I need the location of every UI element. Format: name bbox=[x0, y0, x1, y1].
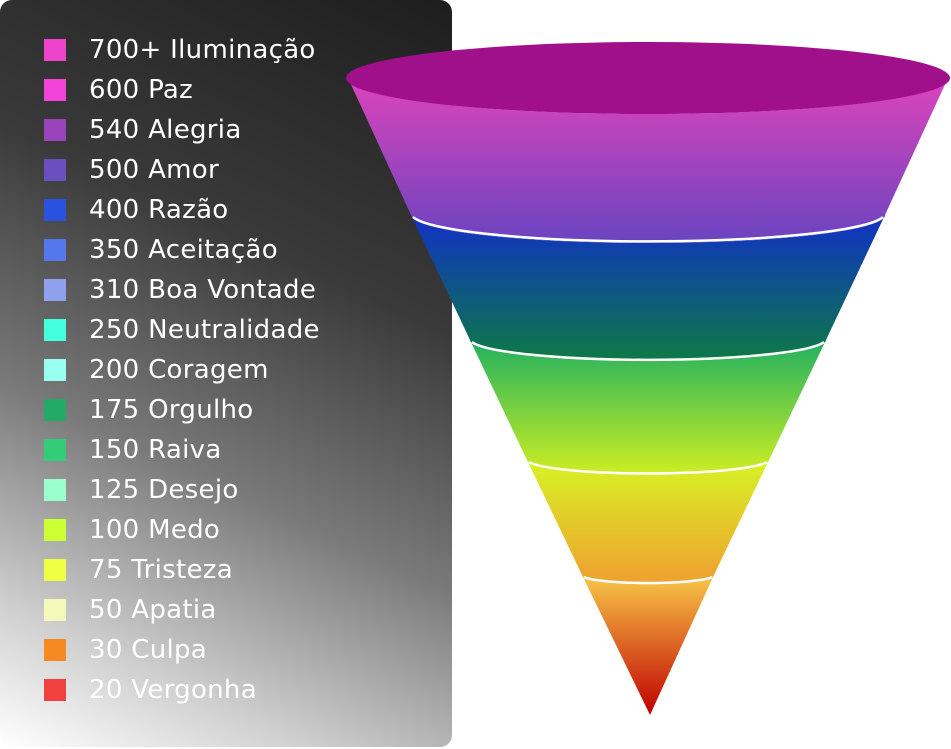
legend-item: 175 Orgulho bbox=[44, 390, 253, 430]
funnel-top bbox=[346, 42, 950, 114]
funnel-band bbox=[527, 460, 769, 583]
legend-swatch bbox=[44, 319, 66, 341]
legend-item: 125 Desejo bbox=[44, 470, 239, 510]
legend-swatch bbox=[44, 159, 66, 181]
legend-item: 200 Coragem bbox=[44, 350, 269, 390]
legend-item: 310 Boa Vontade bbox=[44, 270, 316, 310]
legend-label: 500 Amor bbox=[89, 155, 220, 185]
legend-label: 600 Paz bbox=[89, 75, 194, 105]
legend-swatch bbox=[44, 79, 66, 101]
legend-label: 20 Vergonha bbox=[89, 675, 257, 705]
legend-item: 150 Raiva bbox=[44, 430, 222, 470]
legend-label: 200 Coragem bbox=[89, 355, 269, 385]
legend-label: 125 Desejo bbox=[89, 475, 239, 505]
legend-label: 350 Aceitação bbox=[89, 235, 278, 265]
legend-item: 700+ Iluminação bbox=[44, 30, 316, 70]
funnel-rim bbox=[471, 341, 825, 362]
legend-label: 75 Tristeza bbox=[89, 555, 233, 585]
legend-swatch bbox=[44, 679, 66, 701]
legend-label: 540 Alegria bbox=[89, 115, 242, 145]
legend-item: 20 Vergonha bbox=[44, 670, 257, 710]
legend-swatch bbox=[44, 199, 66, 221]
legend-label: 310 Boa Vontade bbox=[89, 275, 317, 305]
legend-item: 30 Culpa bbox=[44, 630, 207, 670]
legend-swatch bbox=[44, 119, 66, 141]
legend-label: 50 Apatia bbox=[89, 595, 217, 625]
funnel-band bbox=[411, 215, 885, 361]
legend-item: 350 Aceitação bbox=[44, 230, 278, 270]
funnel-band bbox=[348, 78, 948, 243]
funnel-rim bbox=[583, 575, 713, 585]
legend-swatch bbox=[44, 639, 66, 661]
legend-item: 500 Amor bbox=[44, 150, 219, 190]
legend-swatch bbox=[44, 559, 66, 581]
legend-swatch bbox=[44, 599, 66, 621]
legend-item: 400 Razão bbox=[44, 190, 229, 230]
legend-swatch bbox=[44, 399, 66, 421]
legend-item: 600 Paz bbox=[44, 70, 193, 110]
legend-label: 150 Raiva bbox=[89, 435, 222, 465]
legend-swatch bbox=[44, 279, 66, 301]
legend-item: 250 Neutralidade bbox=[44, 310, 320, 350]
legend-swatch bbox=[44, 479, 66, 501]
legend-swatch bbox=[44, 439, 66, 461]
legend-label: 250 Neutralidade bbox=[89, 315, 320, 345]
legend-swatch bbox=[44, 39, 66, 61]
legend-item: 540 Alegria bbox=[44, 110, 242, 150]
legend-swatch bbox=[44, 239, 66, 261]
funnel-band bbox=[470, 340, 826, 474]
legend-label: 175 Orgulho bbox=[89, 395, 254, 425]
funnel-band bbox=[582, 575, 714, 715]
legend-label: 30 Culpa bbox=[89, 635, 208, 665]
legend-label: 100 Medo bbox=[89, 515, 221, 545]
legend-label: 700+ Iluminação bbox=[89, 35, 316, 65]
legend-label: 400 Razão bbox=[89, 195, 229, 225]
legend-item: 75 Tristeza bbox=[44, 550, 233, 590]
legend-item: 100 Medo bbox=[44, 510, 220, 550]
legend-swatch bbox=[44, 359, 66, 381]
legend-item: 50 Apatia bbox=[44, 590, 217, 630]
funnel-rim bbox=[528, 460, 768, 475]
legend-swatch bbox=[44, 519, 66, 541]
funnel-rim bbox=[412, 216, 884, 243]
